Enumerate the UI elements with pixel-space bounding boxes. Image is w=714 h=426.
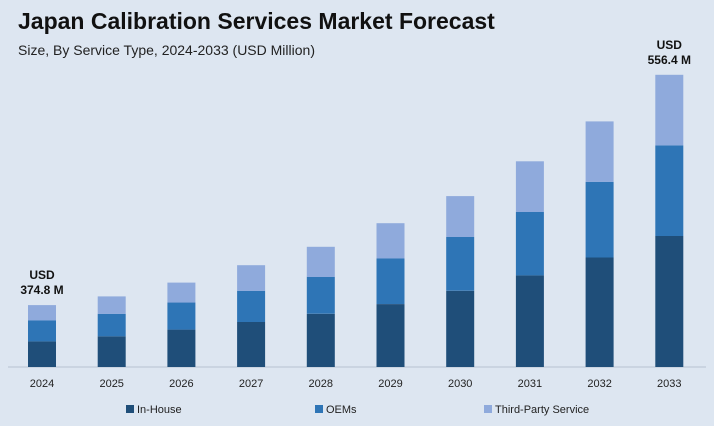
x-tick-label: 2032 — [587, 378, 611, 390]
bar-2027-series-2 — [237, 265, 266, 291]
bar-2025-series-1 — [97, 313, 126, 337]
x-tick-label: 2028 — [309, 378, 333, 390]
bar-2033-series-2 — [655, 74, 684, 146]
legend-label-2: Third-Party Service — [495, 404, 589, 416]
bar-2025-series-2 — [97, 296, 126, 314]
bar-2029-series-1 — [376, 258, 405, 304]
callout-line2: 556.4 M — [648, 53, 691, 67]
x-tick-label: 2030 — [448, 378, 472, 390]
legend-label-0: In-House — [137, 404, 182, 416]
chart-title: Japan Calibration Services Market Foreca… — [18, 8, 495, 34]
callout-line2: 374.8 M — [20, 283, 63, 297]
x-tick-label: 2024 — [30, 378, 54, 390]
bar-2027-series-0 — [237, 322, 266, 367]
bar-2031-series-2 — [515, 161, 544, 212]
x-tick-label: 2029 — [378, 378, 402, 390]
bar-2032-series-2 — [585, 121, 614, 182]
bar-2029-series-0 — [376, 304, 405, 367]
bar-2026-series-1 — [167, 302, 196, 330]
chart-subtitle: Size, By Service Type, 2024-2033 (USD Mi… — [18, 42, 315, 58]
legend-swatch-2 — [484, 405, 492, 413]
x-tick-label: 2033 — [657, 378, 681, 390]
bar-2029-series-2 — [376, 223, 405, 259]
bar-2025-series-0 — [97, 336, 126, 367]
bar-2033-series-0 — [655, 236, 684, 367]
legend-label-1: OEMs — [326, 404, 357, 416]
bar-2030-series-0 — [446, 290, 475, 367]
bar-2032-series-1 — [585, 181, 614, 258]
bar-2028-series-0 — [306, 313, 335, 367]
x-tick-label: 2031 — [518, 378, 542, 390]
legend-swatch-1 — [315, 405, 323, 413]
callout-line1: USD — [29, 268, 55, 282]
bar-2028-series-1 — [306, 276, 335, 314]
bar-2031-series-1 — [515, 212, 544, 276]
legend-swatch-0 — [126, 405, 134, 413]
bar-2024-series-0 — [28, 341, 56, 367]
x-tick-label: 2027 — [239, 378, 263, 390]
bar-2026-series-0 — [167, 329, 196, 367]
x-tick-label: 2026 — [169, 378, 193, 390]
bar-2030-series-2 — [446, 196, 475, 237]
bar-2027-series-1 — [237, 290, 266, 322]
bar-2032-series-0 — [585, 257, 614, 367]
callout-line1: USD — [657, 38, 683, 52]
bar-2028-series-2 — [306, 246, 335, 277]
bar-2024-series-1 — [28, 320, 56, 342]
bar-2030-series-1 — [446, 237, 475, 291]
bar-2024-series-2 — [28, 305, 56, 321]
bar-2026-series-2 — [167, 282, 196, 303]
bar-2031-series-0 — [515, 275, 544, 367]
bar-2033-series-1 — [655, 145, 684, 236]
x-tick-label: 2025 — [99, 378, 123, 390]
